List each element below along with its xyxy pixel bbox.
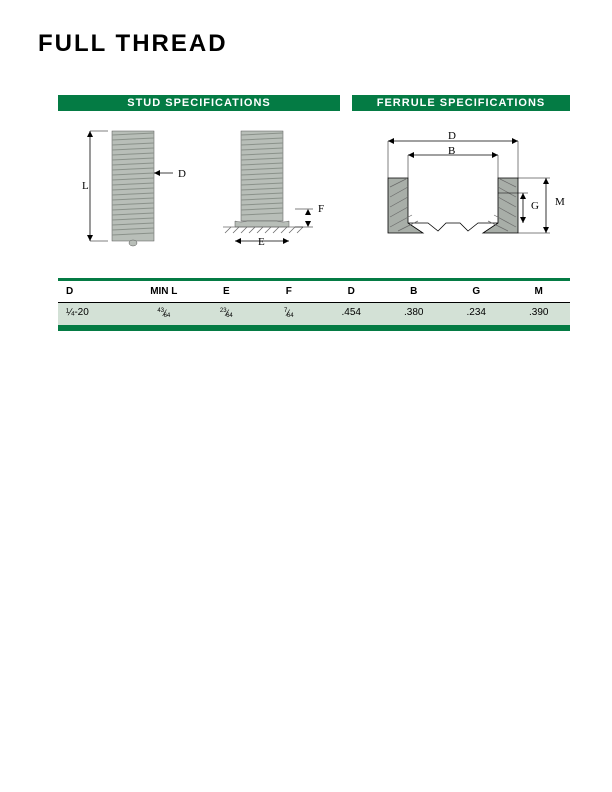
th-D2: D bbox=[320, 281, 382, 302]
td-m: .390 bbox=[507, 303, 569, 325]
frac-den: 64 bbox=[164, 313, 171, 319]
table-bottom-rule bbox=[58, 325, 570, 331]
stud-diagram-1 bbox=[78, 123, 188, 253]
td-g: .234 bbox=[445, 303, 507, 325]
td-b: .380 bbox=[383, 303, 445, 325]
diagram-area: L D bbox=[58, 118, 570, 258]
dim-F: F bbox=[318, 203, 324, 215]
frac-den: 64 bbox=[287, 313, 294, 319]
dim-D-stud: D bbox=[178, 168, 186, 180]
td-e: 23⁄64 bbox=[195, 303, 257, 325]
td-d-thread: ¼-20 bbox=[58, 303, 133, 325]
dim-E: E bbox=[258, 236, 265, 248]
dim-L: L bbox=[82, 180, 89, 192]
td-d-fer: .454 bbox=[320, 303, 382, 325]
frac-den: 64 bbox=[226, 313, 233, 319]
page-title: FULL THREAD bbox=[38, 30, 228, 58]
table-row: ¼-20 43⁄64 23⁄64 7⁄64 .454 .380 .234 .39… bbox=[58, 303, 570, 325]
th-MINL: MIN L bbox=[133, 281, 195, 302]
th-G: G bbox=[445, 281, 507, 302]
th-B: B bbox=[383, 281, 445, 302]
stud-diagram-2 bbox=[213, 123, 333, 253]
td-min-l: 43⁄64 bbox=[133, 303, 195, 325]
th-D: D bbox=[58, 281, 133, 302]
th-M: M bbox=[507, 281, 569, 302]
td-f: 7⁄64 bbox=[258, 303, 320, 325]
ferrule-diagram bbox=[368, 123, 568, 253]
stud-spec-banner: STUD SPECIFICATIONS bbox=[58, 95, 340, 111]
dim-D-fer: D bbox=[448, 130, 456, 142]
ferrule-spec-banner: FERRULE SPECIFICATIONS bbox=[352, 95, 570, 111]
dim-G: G bbox=[531, 200, 539, 212]
table-header-row: D MIN L E F D B G M bbox=[58, 281, 570, 303]
spec-table: D MIN L E F D B G M ¼-20 43⁄64 23⁄64 7⁄6… bbox=[58, 278, 570, 331]
dim-M: M bbox=[555, 196, 565, 208]
dim-B: B bbox=[448, 145, 455, 157]
th-F: F bbox=[258, 281, 320, 302]
th-E: E bbox=[195, 281, 257, 302]
